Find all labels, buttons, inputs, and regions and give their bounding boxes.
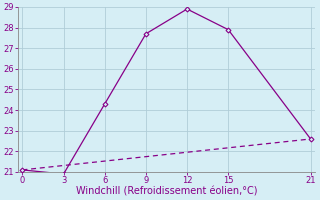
X-axis label: Windchill (Refroidissement éolien,°C): Windchill (Refroidissement éolien,°C) (76, 187, 257, 197)
